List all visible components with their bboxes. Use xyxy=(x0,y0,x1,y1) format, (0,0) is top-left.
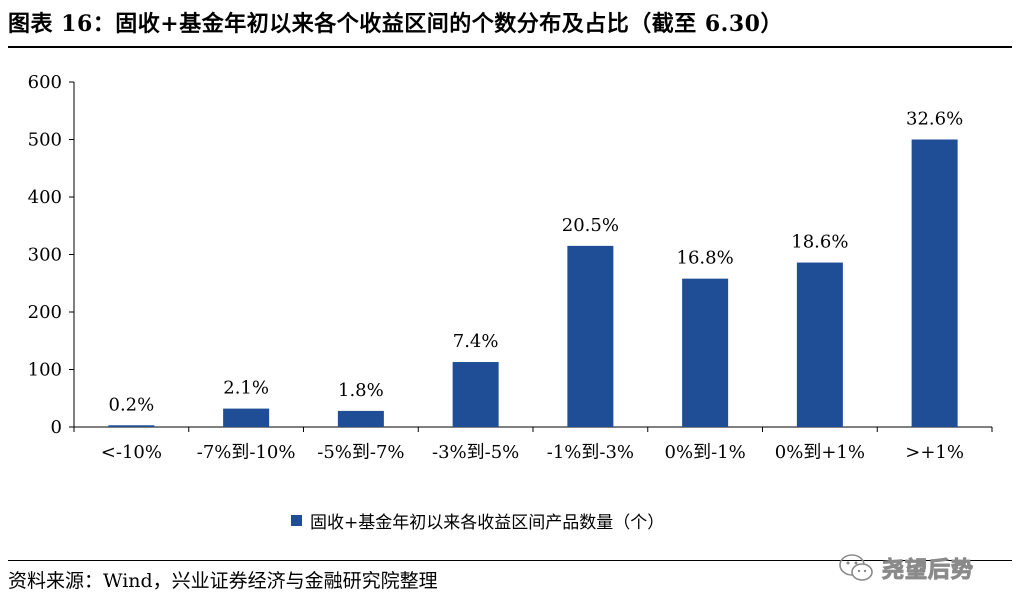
y-tick-label: 600 xyxy=(28,72,62,93)
legend-swatch xyxy=(291,515,302,526)
x-tick-label: -5%到-7% xyxy=(317,442,404,463)
bar-value-label: 20.5% xyxy=(562,215,619,236)
title-rule xyxy=(8,46,1012,48)
watermark: 尧望后势 xyxy=(838,548,998,588)
bar xyxy=(911,139,958,427)
data-labels: 0.2% 2.1% 1.8% 7.4% 20.5% 16.8% 18.6% 32.6% xyxy=(109,109,964,416)
bar xyxy=(108,425,155,427)
legend-label: 固收+基金年初以来各收益区间产品数量（个） xyxy=(310,513,665,533)
source-rule xyxy=(8,560,1012,561)
source-note: 资料来源：Wind，兴业证券经济与金融研究院整理 xyxy=(8,570,438,592)
x-tick-label: -1%到-3% xyxy=(547,442,634,463)
bar xyxy=(796,262,843,427)
bar-value-label: 2.1% xyxy=(223,378,269,399)
bar-value-label: 18.6% xyxy=(791,232,848,253)
x-tick-label: -3%到-5% xyxy=(432,442,519,463)
x-axis: <-10% -7%到-10% -5%到-7% -3%到-5% -1%到-3% 0%到-1%… xyxy=(73,426,993,463)
y-tick-label: 500 xyxy=(28,130,62,151)
x-tick-label: 0%到+1% xyxy=(775,442,865,463)
bar xyxy=(567,245,614,427)
bar xyxy=(452,362,499,427)
y-tick-label: 400 xyxy=(28,187,62,208)
x-tick-label: -7%到-10% xyxy=(197,442,296,463)
bar-value-label: 16.8% xyxy=(677,248,734,269)
chart-title: 图表 16：固收+基金年初以来各个收益区间的个数分布及占比（截至 6.30） xyxy=(8,11,783,37)
bar-value-label: 7.4% xyxy=(453,331,499,352)
y-tick-label: 300 xyxy=(28,245,62,266)
bar-value-label: 0.2% xyxy=(109,394,155,415)
x-tick-label: 0%到-1% xyxy=(665,442,746,463)
x-tick-label: <-10% xyxy=(101,442,162,463)
bar-value-label: 32.6% xyxy=(906,109,963,130)
bar xyxy=(223,408,270,427)
watermark-text: 尧望后势 xyxy=(881,558,975,584)
bar xyxy=(682,278,729,427)
bar-value-label: 1.8% xyxy=(338,380,384,401)
x-tick-label: >+1% xyxy=(905,442,964,463)
y-axis: 0 100 200 300 400 500 600 xyxy=(28,72,75,438)
y-tick-label: 0 xyxy=(51,417,62,438)
wechat-icon xyxy=(839,554,873,581)
bar xyxy=(337,410,384,427)
y-tick-label: 100 xyxy=(28,360,62,381)
y-tick-label: 200 xyxy=(28,302,62,323)
legend: 固收+基金年初以来各收益区间产品数量（个） xyxy=(291,508,664,533)
bars xyxy=(108,139,958,427)
